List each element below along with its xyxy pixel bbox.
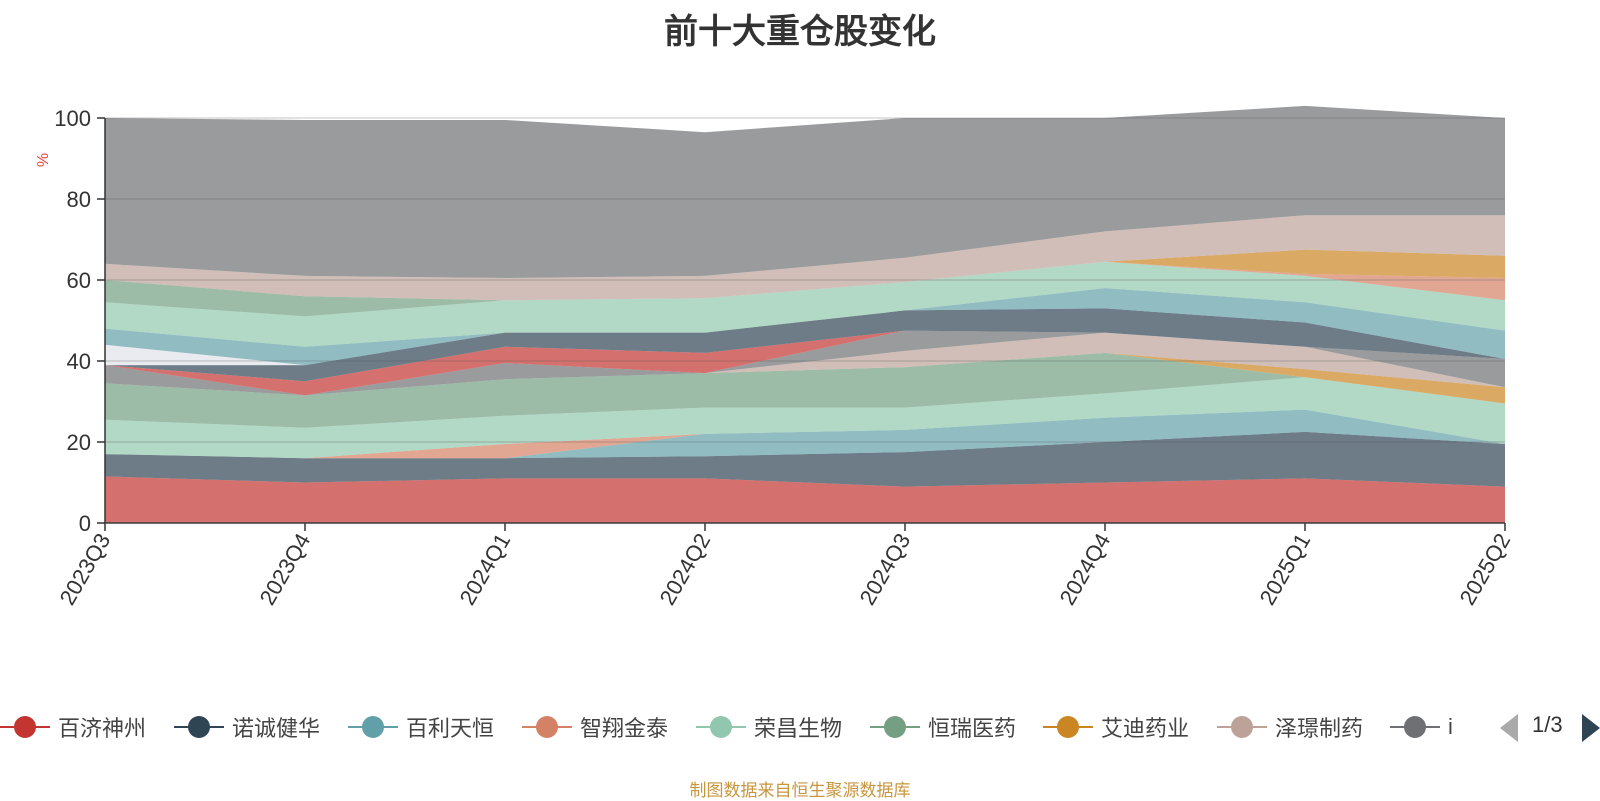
legend-prev-page-icon[interactable] bbox=[1500, 714, 1518, 742]
x-tick-label: 2024Q2 bbox=[655, 529, 716, 609]
legend-page-indicator: 1/3 bbox=[1532, 712, 1563, 737]
y-tick-label: 20 bbox=[67, 430, 91, 455]
x-tick-label: 2023Q4 bbox=[255, 529, 316, 609]
x-tick-label: 2023Q3 bbox=[55, 529, 116, 609]
area-series-17 bbox=[105, 249, 1505, 301]
area-series-1 bbox=[105, 476, 1505, 523]
legend-item[interactable]: 荣昌生物 bbox=[696, 710, 842, 744]
legend-symbol-icon bbox=[1217, 710, 1267, 744]
x-tick-label: 2024Q3 bbox=[855, 529, 916, 609]
stacked-areas bbox=[105, 105, 1505, 523]
legend-label: i bbox=[1448, 714, 1453, 739]
x-tick-label: 2024Q1 bbox=[455, 529, 516, 609]
legend-symbol-icon bbox=[522, 710, 572, 744]
area-series-5 bbox=[105, 377, 1505, 459]
legend-label: 荣昌生物 bbox=[754, 716, 843, 741]
x-tick-label: 2024Q4 bbox=[1055, 529, 1116, 609]
y-tick-label: 60 bbox=[67, 268, 91, 293]
area-series-12 bbox=[105, 308, 1505, 366]
area-series-3 bbox=[105, 409, 1505, 459]
area-series-19 bbox=[105, 105, 1505, 279]
y-tick-label: 40 bbox=[67, 349, 91, 374]
legend-label: 艾迪药业 bbox=[1101, 716, 1190, 741]
legend-item[interactable]: 百济神州 bbox=[0, 710, 146, 744]
legend-next-page-icon[interactable] bbox=[1582, 714, 1600, 742]
area-series-18 bbox=[105, 215, 1505, 301]
area-series-16 bbox=[105, 261, 1505, 317]
area-series-11 bbox=[105, 308, 1505, 382]
legend-symbol-icon bbox=[348, 710, 398, 744]
legend-items: 百济神州 诺诚健华 百利天恒 智翔金泰 荣昌生物 恒瑞医药 艾迪药业 泽璟制药 i bbox=[0, 710, 1462, 750]
chart-plot: 0 20 40 60 80 100 2023Q3 2023Q4 2024Q1 2024Q2 2024… bbox=[35, 105, 1516, 609]
legend-symbol-icon bbox=[1390, 710, 1440, 744]
legend-symbol-icon bbox=[1043, 710, 1093, 744]
legend-pager: 1/3 bbox=[1500, 710, 1600, 744]
legend-label: 恒瑞医药 bbox=[928, 716, 1017, 741]
legend-item[interactable]: i bbox=[1390, 710, 1453, 744]
area-series-9 bbox=[105, 330, 1505, 396]
data-source-note: 制图数据来自恒生聚源数据库 bbox=[689, 781, 911, 800]
chart-title: 前十大重仓股变化 bbox=[664, 13, 936, 51]
y-tick-label: 0 bbox=[79, 511, 91, 536]
legend-label: 百济神州 bbox=[58, 716, 147, 741]
legend-item[interactable]: 泽璟制药 bbox=[1217, 710, 1363, 744]
legend-symbol-icon bbox=[696, 710, 746, 744]
legend-label: 百利天恒 bbox=[406, 716, 495, 741]
area-series-10 bbox=[105, 330, 1505, 396]
area-series-8 bbox=[105, 332, 1505, 396]
y-tick-label: 80 bbox=[67, 187, 91, 212]
grid-lines bbox=[105, 117, 1505, 524]
legend-label: 智翔金泰 bbox=[580, 716, 669, 741]
area-series-2 bbox=[105, 431, 1505, 487]
y-axis-unit-label: % bbox=[35, 153, 52, 167]
legend-symbol-icon bbox=[0, 710, 50, 744]
legend-item[interactable]: 艾迪药业 bbox=[1043, 710, 1189, 744]
x-tick-label: 2025Q1 bbox=[1255, 529, 1316, 609]
legend-item[interactable]: 诺诚健华 bbox=[174, 710, 320, 744]
legend-symbol-icon bbox=[174, 710, 224, 744]
area-series-13 bbox=[105, 288, 1505, 366]
area-series-14 bbox=[105, 261, 1505, 347]
x-tick-label: 2025Q2 bbox=[1455, 529, 1516, 609]
y-tick-label: 100 bbox=[54, 106, 91, 131]
legend-item[interactable]: 恒瑞医药 bbox=[870, 710, 1016, 744]
legend-item[interactable]: 百利天恒 bbox=[348, 710, 494, 744]
area-series-6 bbox=[105, 352, 1505, 428]
legend-label: 诺诚健华 bbox=[232, 716, 321, 741]
legend-item[interactable]: 智翔金泰 bbox=[522, 710, 668, 744]
legend-symbol-icon bbox=[870, 710, 920, 744]
legend: 百济神州 诺诚健华 百利天恒 智翔金泰 荣昌生物 恒瑞医药 艾迪药业 泽璟制药 i 1/3 bbox=[0, 710, 1600, 750]
legend-label: 泽璟制药 bbox=[1275, 716, 1364, 741]
